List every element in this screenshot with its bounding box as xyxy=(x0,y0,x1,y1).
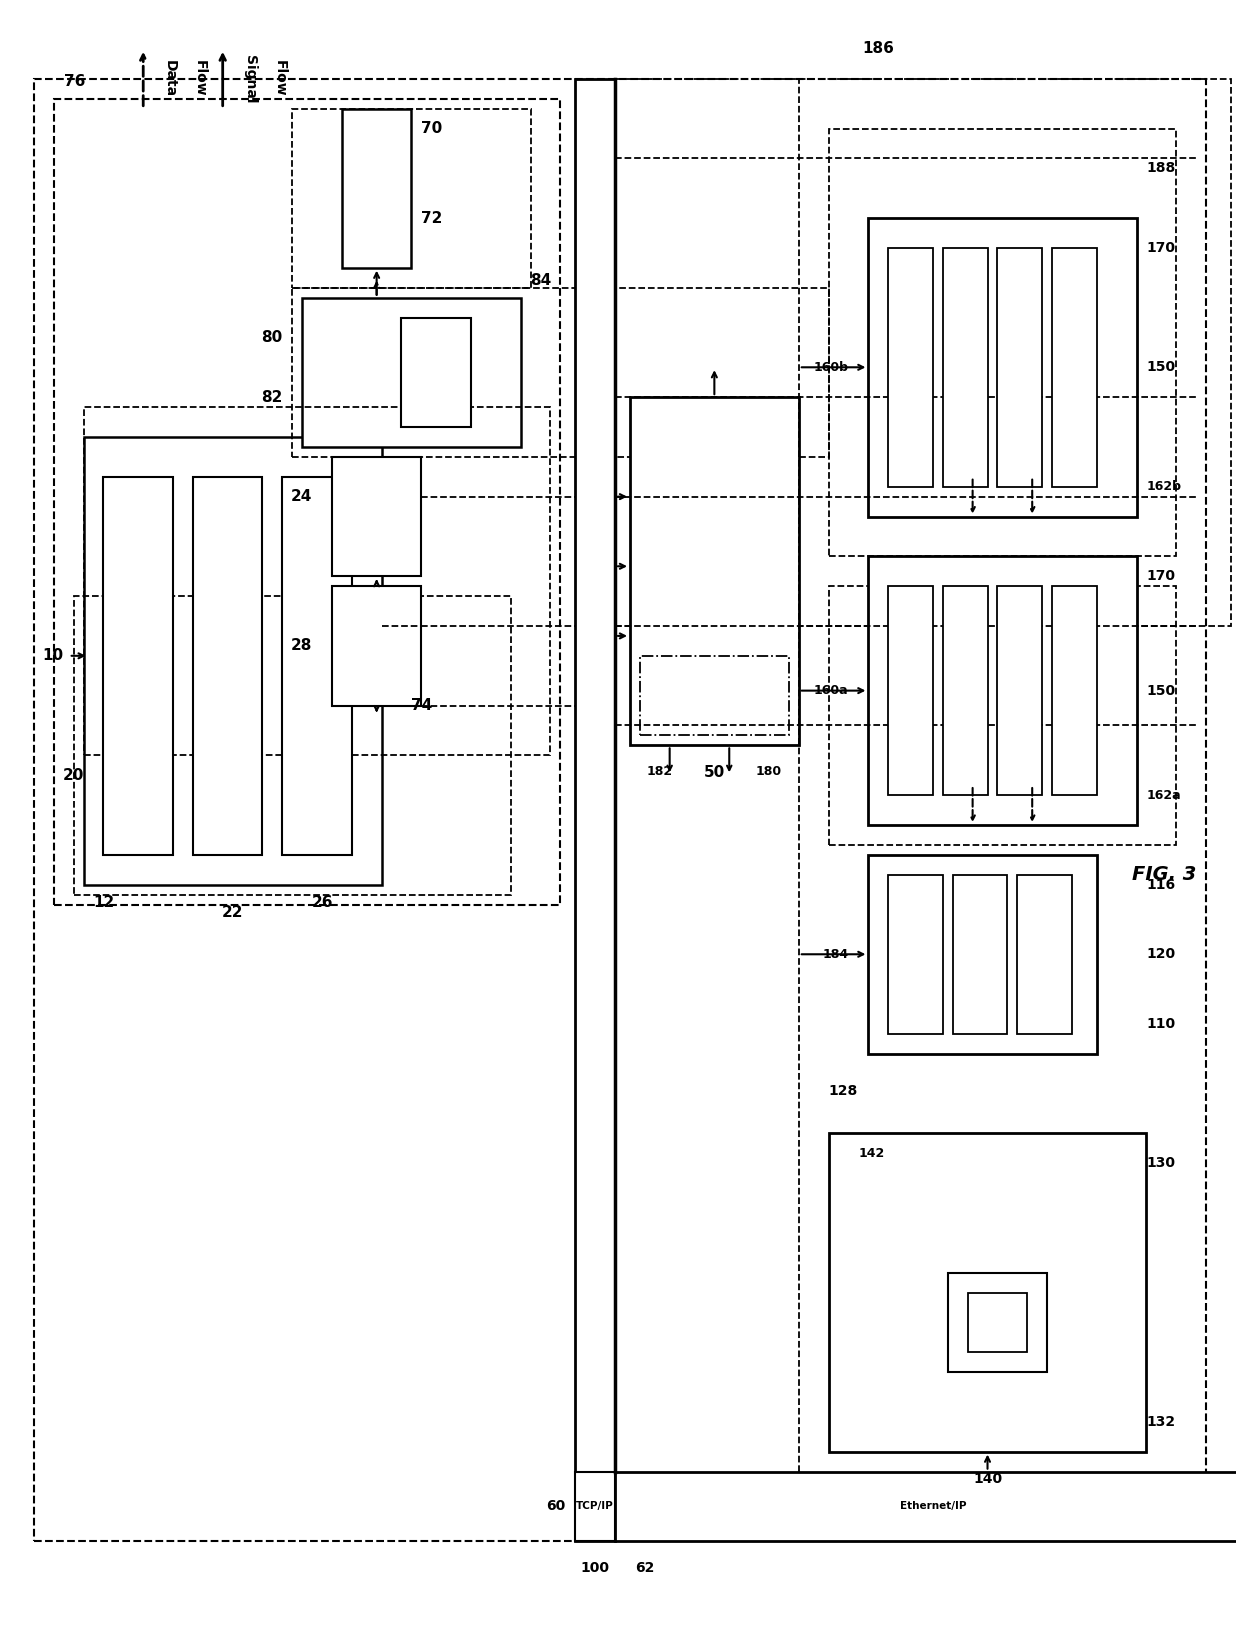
Text: 120: 120 xyxy=(1147,947,1176,962)
Text: Ethernet/IP: Ethernet/IP xyxy=(900,1502,966,1511)
Text: Signal: Signal xyxy=(243,55,257,102)
Text: 70: 70 xyxy=(422,120,443,136)
Bar xyxy=(575,78,615,1540)
Bar xyxy=(828,1133,1147,1451)
Bar xyxy=(193,476,263,855)
Bar xyxy=(888,874,942,1034)
Bar xyxy=(53,99,560,905)
Bar xyxy=(997,249,1042,486)
Bar xyxy=(103,476,174,855)
Text: 80: 80 xyxy=(262,330,283,344)
Bar xyxy=(630,396,799,746)
Bar xyxy=(615,1472,1240,1540)
Bar xyxy=(997,587,1042,795)
Bar xyxy=(303,297,521,447)
Text: 116: 116 xyxy=(1147,878,1176,892)
Text: 130: 130 xyxy=(1147,1157,1176,1170)
Text: 184: 184 xyxy=(822,947,848,960)
Bar xyxy=(868,218,1137,517)
Bar xyxy=(83,437,382,884)
Text: 142: 142 xyxy=(858,1147,884,1160)
Text: Flow: Flow xyxy=(273,60,286,98)
Bar xyxy=(942,249,987,486)
Text: 128: 128 xyxy=(828,1084,858,1097)
Text: 162a: 162a xyxy=(1147,788,1180,801)
Bar xyxy=(888,249,932,486)
Bar xyxy=(83,408,551,756)
Bar xyxy=(868,855,1096,1053)
Text: FIG. 3: FIG. 3 xyxy=(1132,864,1197,884)
Text: 162b: 162b xyxy=(1147,479,1182,492)
Text: 170: 170 xyxy=(1147,569,1176,583)
Text: 140: 140 xyxy=(973,1472,1002,1485)
Text: 72: 72 xyxy=(422,211,443,226)
Text: 150: 150 xyxy=(1147,361,1176,374)
Text: 60: 60 xyxy=(546,1500,565,1513)
Text: 132: 132 xyxy=(1147,1415,1176,1428)
Bar xyxy=(967,1292,1027,1352)
Text: 10: 10 xyxy=(42,648,63,663)
Text: 188: 188 xyxy=(1147,161,1176,176)
Text: 50: 50 xyxy=(704,765,725,780)
Bar xyxy=(828,128,1177,556)
Bar xyxy=(1052,249,1096,486)
Bar xyxy=(575,1472,615,1540)
Bar xyxy=(293,288,828,457)
Text: Data: Data xyxy=(164,60,177,98)
Bar xyxy=(332,587,422,705)
Bar xyxy=(888,587,932,795)
Text: 84: 84 xyxy=(531,273,552,288)
Bar xyxy=(640,656,789,736)
Bar xyxy=(615,78,1231,626)
Text: 160b: 160b xyxy=(813,361,848,374)
Bar xyxy=(73,596,511,895)
Bar xyxy=(952,874,1007,1034)
Bar xyxy=(342,109,412,268)
Text: 74: 74 xyxy=(412,699,433,713)
Text: 182: 182 xyxy=(647,765,673,778)
Bar xyxy=(868,556,1137,826)
Text: Flow: Flow xyxy=(193,60,207,98)
Bar xyxy=(332,457,422,577)
Text: 100: 100 xyxy=(580,1562,610,1575)
Text: 12: 12 xyxy=(93,895,115,910)
Text: TCP/IP: TCP/IP xyxy=(577,1502,614,1511)
Text: 22: 22 xyxy=(222,905,243,920)
Text: 180: 180 xyxy=(756,765,782,778)
Text: 62: 62 xyxy=(635,1562,655,1575)
Bar xyxy=(293,109,531,288)
Text: 170: 170 xyxy=(1147,240,1176,255)
Text: 150: 150 xyxy=(1147,684,1176,697)
Bar xyxy=(1017,874,1071,1034)
Text: 82: 82 xyxy=(260,390,283,405)
Text: 186: 186 xyxy=(862,41,894,57)
Bar xyxy=(283,476,352,855)
Text: 20: 20 xyxy=(62,767,83,783)
Bar xyxy=(402,317,471,427)
Text: 24: 24 xyxy=(290,489,312,504)
Bar xyxy=(947,1272,1047,1372)
Bar xyxy=(1052,587,1096,795)
Text: 110: 110 xyxy=(1147,1017,1176,1030)
Bar xyxy=(828,587,1177,845)
Bar xyxy=(942,587,987,795)
Text: 160a: 160a xyxy=(813,684,848,697)
Text: 76: 76 xyxy=(63,73,86,89)
Text: 28: 28 xyxy=(290,639,312,653)
Text: 26: 26 xyxy=(311,895,332,910)
